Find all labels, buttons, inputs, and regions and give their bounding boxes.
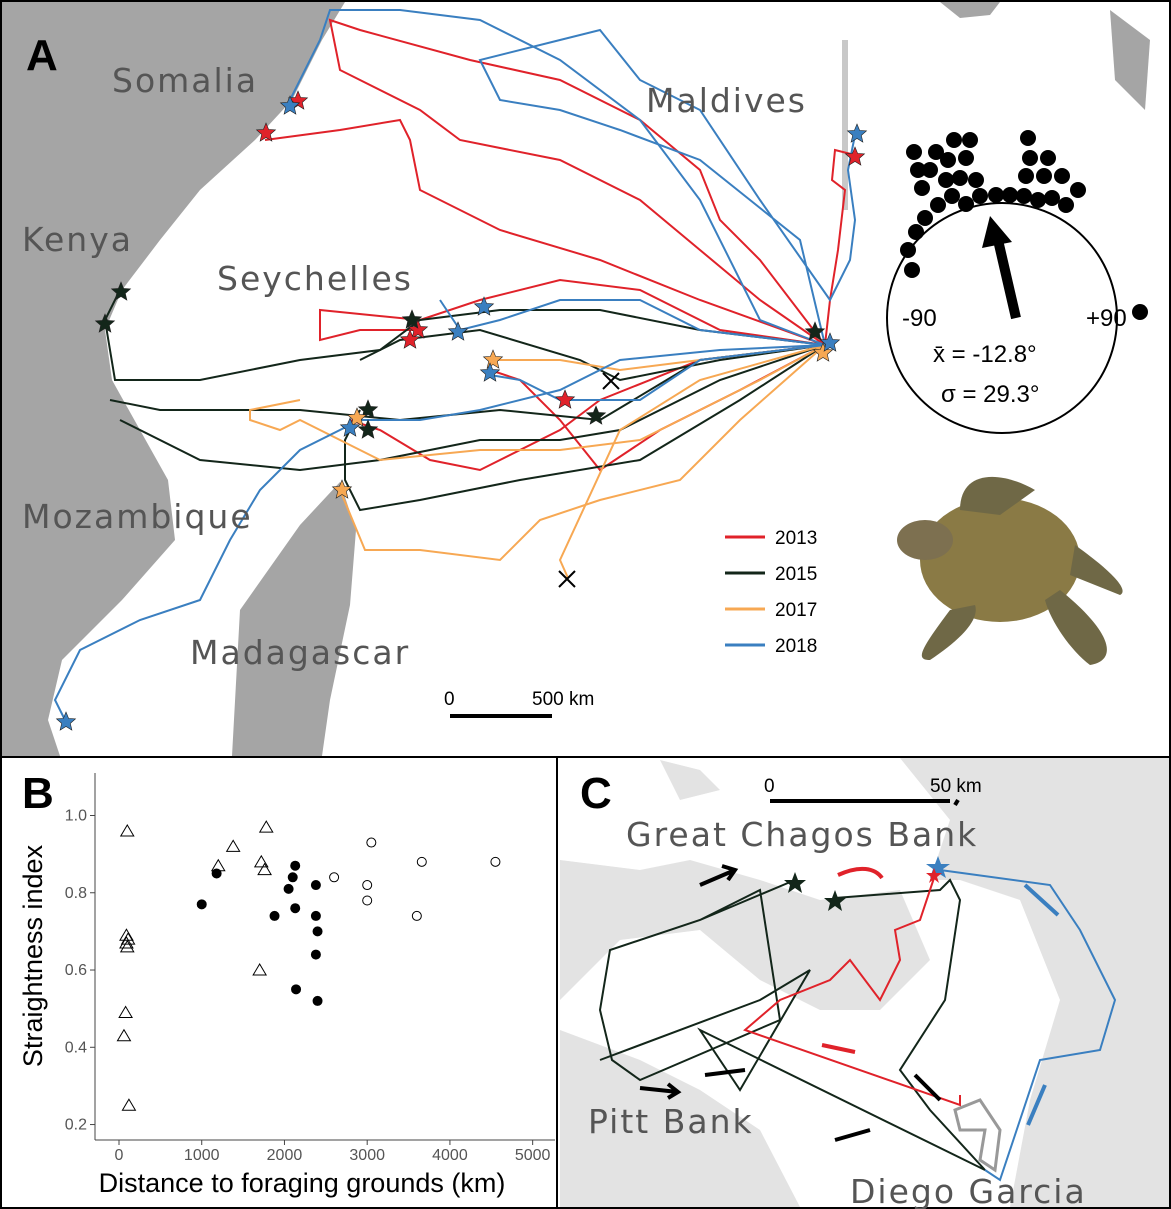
scale-label: 0 [764,776,775,797]
rose-dot [1002,187,1018,203]
y-tick-label: 0.6 [65,962,87,979]
rose-dot [1070,182,1086,198]
legend-label: 2015 [775,564,817,585]
rose-dot [914,180,930,196]
rose-label: +90 [1086,305,1127,332]
legend-label: 2018 [775,636,817,657]
point [311,911,320,920]
y-axis-title: Straightness index [18,844,48,1067]
rose-label: -90 [902,305,937,332]
rose-dot [1018,168,1034,184]
point [291,904,300,913]
rose-dot [946,132,962,148]
rose-dot [968,172,984,188]
panel-letter: A [26,31,58,80]
rose-dot [940,152,956,168]
rose-dot [1036,168,1052,184]
scale-label: 50 km [930,776,982,797]
x-axis-title: Distance to foraging grounds (km) [99,1168,506,1198]
rose-dot [917,210,933,226]
point [313,996,322,1005]
point [288,873,297,882]
panel-letter: C [580,769,612,818]
point [197,900,206,909]
point [291,861,300,870]
rose-dot [988,187,1004,203]
point [313,927,322,936]
y-tick-label: 0.2 [65,1117,87,1134]
x-tick-label: 4000 [432,1147,468,1164]
y-tick-label: 0.4 [65,1039,87,1056]
rose-dot [1044,190,1060,206]
place-label: Great Chagos Bank [626,815,978,854]
rose-dot [922,162,938,178]
panel-letter: B [22,769,54,818]
panel-b: B Straightness index Distance to foragin… [1,757,557,1208]
rose-dot [1030,192,1046,208]
rose-dot [1040,150,1056,166]
point [292,985,301,994]
place-label: Somalia [112,61,258,100]
rose-dot [958,150,974,166]
point [270,911,279,920]
point [311,950,320,959]
x-tick-label: 3000 [349,1147,385,1164]
x-tick-label: 0 [115,1147,124,1164]
place-label: Maldives [646,81,807,120]
rose-dot [1016,188,1032,204]
rose-dot [1020,130,1036,146]
rose-stat: σ = 29.3° [941,381,1039,408]
y-tick-label: 1.0 [65,807,87,824]
point [212,869,221,878]
rose-dot [962,132,978,148]
rose-dot [900,242,916,258]
rose-stat: x̄ = -12.8° [933,341,1037,368]
point [284,884,293,893]
place-label: Diego Garcia [850,1172,1087,1209]
x-tick-label: 2000 [267,1147,303,1164]
x-tick-label: 1000 [184,1147,220,1164]
rose-dot [1054,168,1070,184]
panel-a: A Somalia Kenya Seychelles Mozambique Ma… [1,1,1170,757]
rose-dot [908,224,924,240]
figure: A Somalia Kenya Seychelles Mozambique Ma… [0,0,1171,1209]
rose-dot [904,262,920,278]
point [311,881,320,890]
rose-dot [930,197,946,213]
scale-label: 0 [444,689,455,710]
rose-dot [972,188,988,204]
rose-dot [906,144,922,160]
rose-dot [1058,197,1074,213]
rose-dot [938,172,954,188]
x-tick-label: 5000 [515,1147,551,1164]
legend-label: 2017 [775,600,817,621]
maldives-islands [842,40,848,210]
rose-dot [952,170,968,186]
place-label: Seychelles [217,259,413,298]
y-tick-label: 0.8 [65,885,87,902]
place-label: Kenya [22,220,133,259]
panel-c: C 0 50 km Great Chagos Bank Pitt Bank Di… [557,757,1170,1209]
rose-dot [944,188,960,204]
legend-label: 2013 [775,528,817,549]
place-label: Madagascar [190,633,410,672]
place-label: Pitt Bank [588,1102,754,1141]
scale-label: 500 km [532,689,594,710]
rose-dot [1132,304,1148,320]
place-label: Mozambique [22,497,253,536]
rose-dot [1022,150,1038,166]
rose-dot [958,196,974,212]
